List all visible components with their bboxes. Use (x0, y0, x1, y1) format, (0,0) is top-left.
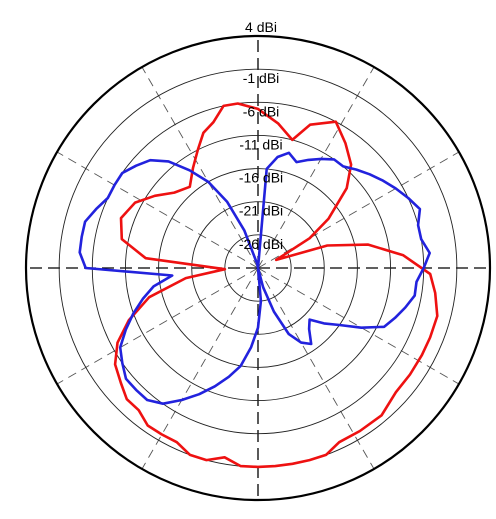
spoke-line (257, 66, 375, 269)
ring-label: -11 dBi (239, 136, 282, 152)
ring-label: -26 dBi (239, 236, 283, 252)
spoke-line (257, 267, 375, 470)
ring-label: -1 dBi (243, 70, 280, 86)
series-layer (78, 102, 439, 469)
spoke-line (56, 267, 259, 385)
grid-ring (158, 168, 358, 368)
ring-label: -6 dBi (243, 103, 280, 119)
grid-ring (191, 201, 325, 335)
ring-label: 4 dBi (245, 19, 277, 35)
spoke-line (141, 267, 259, 470)
ring-label: -21 dBi (239, 203, 283, 219)
outer-ring (24, 34, 492, 502)
polar-grid (24, 34, 492, 502)
ring-labels: 4 dBi -1 dBi -6 dBi -11 dBi -16 dBi -21 dBi -2… (239, 19, 283, 252)
series-line-1 (113, 102, 439, 469)
grid-ring (124, 134, 392, 402)
spoke-line (141, 66, 259, 269)
spoke-line (56, 151, 259, 269)
ring-label: -16 dBi (239, 170, 283, 186)
series-line-2 (78, 151, 431, 405)
spoke-line (257, 267, 460, 385)
